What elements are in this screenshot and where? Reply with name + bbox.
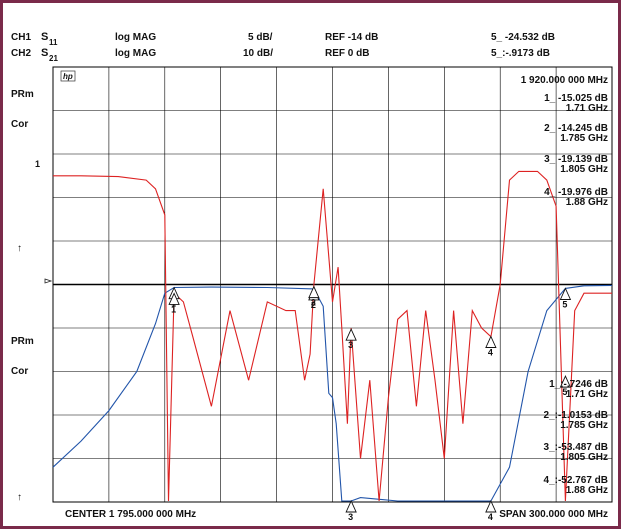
svg-text:5: 5	[562, 387, 567, 397]
upper-cor-label: Cor	[11, 119, 28, 130]
marker-5-s21: 5	[559, 287, 572, 309]
ch2-param-sub: 21	[49, 54, 58, 63]
svg-text:5: 5	[562, 299, 567, 309]
top-marker-3-value: 3_ -19.139 dB	[544, 154, 608, 165]
svg-text:3: 3	[348, 340, 353, 350]
network-analyzer-chart: CH1 S 11 log MAG 5 dB/ REF -14 dB 5_ -24…	[11, 31, 613, 522]
header-ch2: CH2 S 21 log MAG 10 dB/ REF 0 dB 5_:-.91…	[11, 47, 550, 63]
bottom-marker-2-freq: 1.785 GHz	[560, 420, 608, 431]
bottom-marker-1-value: 1_:-.7246 dB	[549, 379, 608, 390]
ch1-param: S	[41, 31, 48, 43]
ch1-ref: REF -14 dB	[325, 32, 378, 43]
svg-text:3: 3	[348, 512, 353, 522]
hp-icon: hp	[63, 72, 73, 81]
ch1-marker-readout: 5_ -24.532 dB	[491, 32, 555, 43]
bottom-marker-3-freq: 1.805 GHz	[560, 452, 608, 463]
ch1-scale: 5 dB/	[248, 32, 273, 43]
marker-1-s11: 1	[168, 292, 180, 314]
svg-text:4: 4	[488, 512, 493, 522]
top-marker-1-freq: 1.71 GHz	[566, 103, 608, 114]
marker-4-s11: 4	[485, 335, 497, 357]
plot-grid	[52, 66, 613, 503]
hold-indicator: hp	[60, 70, 76, 82]
ch2-label: CH2	[11, 48, 31, 59]
top-marker-4-freq: 1.88 GHz	[566, 197, 608, 208]
ch2-scale: 10 dB/	[243, 48, 273, 59]
marker-layer: 1122334455	[168, 285, 572, 522]
svg-text:1: 1	[171, 304, 176, 314]
ch2-ref: REF 0 dB	[325, 48, 369, 59]
lower-prm-label: PRm	[11, 336, 34, 347]
svg-text:2: 2	[311, 300, 316, 310]
bottom-marker-4-freq: 1.88 GHz	[566, 485, 608, 496]
bottom-marker-4-value: 4_:-52.767 dB	[544, 475, 608, 486]
ch1-label: CH1	[11, 32, 31, 43]
marker-readout-freq: 1 920.000 000 MHz	[521, 75, 608, 86]
bottom-marker-1-freq: 1.71 GHz	[566, 389, 608, 400]
marker-readouts-top: 1 920.000 000 MHz 1_ -15.025 dB 1.71 GHz…	[521, 75, 608, 208]
marker-3-s21: 3	[345, 499, 357, 522]
ch2-format: log MAG	[115, 48, 156, 59]
svg-text:4: 4	[488, 347, 493, 357]
marker-5-s11: 5	[559, 375, 572, 397]
marker-4-s21: 4	[485, 499, 497, 522]
marker-readouts-bottom: 1_:-.7246 dB 1.71 GHz 2_:-1.0153 dB 1.78…	[544, 379, 608, 496]
top-marker-4-value: 4_ -19.976 dB	[544, 187, 608, 198]
span-frequency: SPAN 300.000 000 MHz	[499, 509, 608, 520]
ch2-param: S	[41, 47, 48, 59]
upper-prm-label: PRm	[11, 89, 34, 100]
ref-position-icon	[44, 278, 53, 284]
top-marker-2-freq: 1.785 GHz	[560, 133, 608, 144]
ch1-param-sub: 11	[49, 38, 58, 47]
trace-s11	[53, 170, 612, 502]
top-marker-1-value: 1_ -15.025 dB	[544, 93, 608, 104]
top-marker-3-freq: 1.805 GHz	[560, 164, 608, 175]
svg-text:2: 2	[311, 298, 316, 308]
trace-s21	[52, 284, 613, 502]
up-arrow-icon: ↑	[17, 243, 22, 254]
ref-level-1-label: 1	[35, 159, 40, 169]
header-ch1: CH1 S 11 log MAG 5 dB/ REF -14 dB 5_ -24…	[11, 31, 555, 47]
traces	[52, 170, 613, 502]
lower-cor-label: Cor	[11, 366, 28, 377]
ch2-marker-readout: 5_:-.9173 dB	[491, 48, 550, 59]
bottom-marker-3-value: 3_:-53.487 dB	[544, 442, 608, 453]
ch1-format: log MAG	[115, 32, 156, 43]
up-arrow-icon-lower: ↑	[17, 492, 22, 503]
marker-3-s11: 3	[345, 328, 357, 350]
marker-2-s11: 2	[308, 285, 320, 308]
center-frequency: CENTER 1 795.000 000 MHz	[65, 509, 196, 520]
top-marker-2-value: 2_ -14.245 dB	[544, 123, 608, 134]
bottom-marker-2-value: 2_:-1.0153 dB	[544, 410, 608, 421]
